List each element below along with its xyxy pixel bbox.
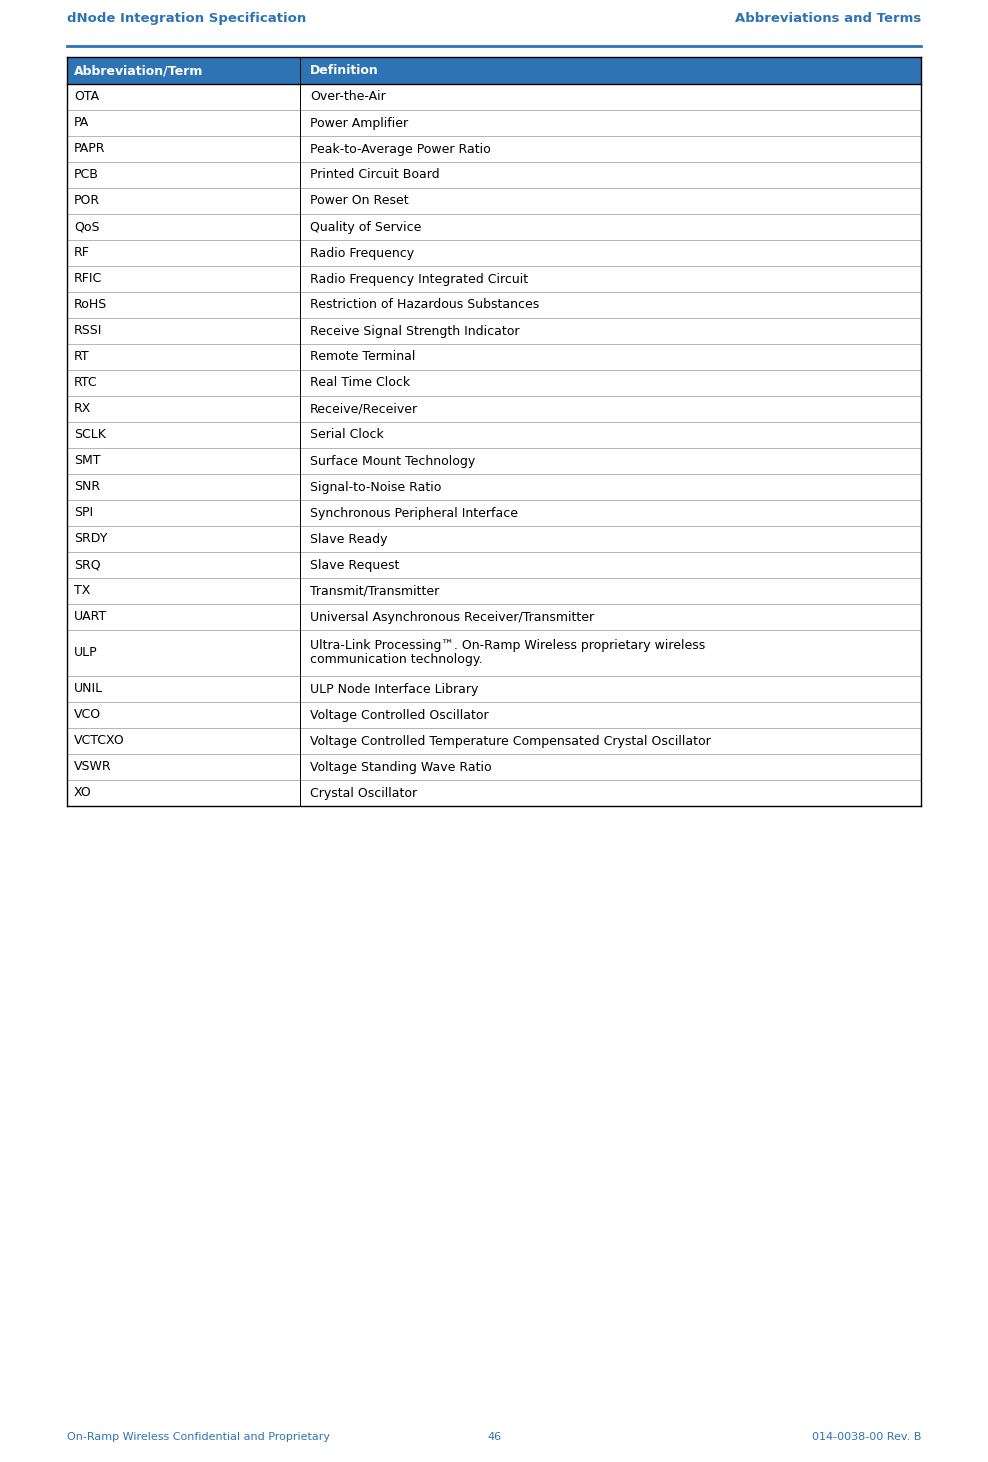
Text: Signal-to-Noise Ratio: Signal-to-Noise Ratio: [310, 481, 442, 494]
Text: OTA: OTA: [74, 91, 99, 104]
Text: Voltage Controlled Oscillator: Voltage Controlled Oscillator: [310, 709, 489, 722]
Text: PAPR: PAPR: [74, 142, 106, 155]
Text: Voltage Standing Wave Ratio: Voltage Standing Wave Ratio: [310, 760, 492, 773]
Text: Power On Reset: Power On Reset: [310, 194, 409, 208]
Text: Printed Circuit Board: Printed Circuit Board: [310, 168, 440, 181]
Text: SPI: SPI: [74, 506, 93, 519]
Text: Power Amplifier: Power Amplifier: [310, 117, 408, 130]
Text: RF: RF: [74, 247, 90, 259]
Text: ULP Node Interface Library: ULP Node Interface Library: [310, 683, 478, 696]
Bar: [67, 57, 921, 83]
Text: Peak-to-Average Power Ratio: Peak-to-Average Power Ratio: [310, 142, 491, 155]
Text: Universal Asynchronous Receiver/Transmitter: Universal Asynchronous Receiver/Transmit…: [310, 611, 594, 623]
Text: 46: 46: [487, 1431, 501, 1442]
Text: Remote Terminal: Remote Terminal: [310, 351, 415, 364]
Text: 014-0038-00 Rev. B: 014-0038-00 Rev. B: [811, 1431, 921, 1442]
Text: Slave Ready: Slave Ready: [310, 532, 387, 545]
Text: Transmit/Transmitter: Transmit/Transmitter: [310, 585, 440, 598]
Text: SRDY: SRDY: [74, 532, 108, 545]
Text: Over-the-Air: Over-the-Air: [310, 91, 385, 104]
Text: VCO: VCO: [74, 709, 101, 722]
Text: Receive/Receiver: Receive/Receiver: [310, 402, 418, 415]
Text: XO: XO: [74, 787, 92, 800]
Text: VCTCXO: VCTCXO: [74, 734, 124, 747]
Text: SNR: SNR: [74, 481, 100, 494]
Text: UART: UART: [74, 611, 108, 623]
Text: RT: RT: [74, 351, 90, 364]
Text: Ultra-Link Processing™. On-Ramp Wireless proprietary wireless: Ultra-Link Processing™. On-Ramp Wireless…: [310, 639, 705, 652]
Text: On-Ramp Wireless Confidential and Proprietary: On-Ramp Wireless Confidential and Propri…: [67, 1431, 330, 1442]
Text: POR: POR: [74, 194, 100, 208]
Text: UNIL: UNIL: [74, 683, 103, 696]
Text: PA: PA: [74, 117, 89, 130]
Text: RoHS: RoHS: [74, 298, 108, 311]
Text: Receive Signal Strength Indicator: Receive Signal Strength Indicator: [310, 325, 520, 338]
Text: Definition: Definition: [310, 64, 378, 77]
Text: QoS: QoS: [74, 221, 100, 234]
Text: Radio Frequency: Radio Frequency: [310, 247, 414, 259]
Text: SCLK: SCLK: [74, 428, 106, 442]
Text: Synchronous Peripheral Interface: Synchronous Peripheral Interface: [310, 506, 518, 519]
Text: RX: RX: [74, 402, 91, 415]
Text: Restriction of Hazardous Substances: Restriction of Hazardous Substances: [310, 298, 539, 311]
Text: Radio Frequency Integrated Circuit: Radio Frequency Integrated Circuit: [310, 272, 529, 285]
Text: SRQ: SRQ: [74, 558, 101, 572]
Text: Abbreviations and Terms: Abbreviations and Terms: [735, 12, 921, 25]
Text: TX: TX: [74, 585, 90, 598]
Text: Crystal Oscillator: Crystal Oscillator: [310, 787, 417, 800]
Text: ULP: ULP: [74, 646, 98, 659]
Text: Abbreviation/Term: Abbreviation/Term: [74, 64, 204, 77]
Text: Serial Clock: Serial Clock: [310, 428, 383, 442]
Text: PCB: PCB: [74, 168, 99, 181]
Text: RFIC: RFIC: [74, 272, 102, 285]
Text: RSSI: RSSI: [74, 325, 103, 338]
Text: VSWR: VSWR: [74, 760, 112, 773]
Text: Real Time Clock: Real Time Clock: [310, 377, 410, 389]
Text: Voltage Controlled Temperature Compensated Crystal Oscillator: Voltage Controlled Temperature Compensat…: [310, 734, 710, 747]
Text: Quality of Service: Quality of Service: [310, 221, 421, 234]
Text: Slave Request: Slave Request: [310, 558, 399, 572]
Text: RTC: RTC: [74, 377, 98, 389]
Text: communication technology.: communication technology.: [310, 654, 482, 667]
Text: SMT: SMT: [74, 455, 101, 468]
Text: dNode Integration Specification: dNode Integration Specification: [67, 12, 306, 25]
Text: Surface Mount Technology: Surface Mount Technology: [310, 455, 475, 468]
